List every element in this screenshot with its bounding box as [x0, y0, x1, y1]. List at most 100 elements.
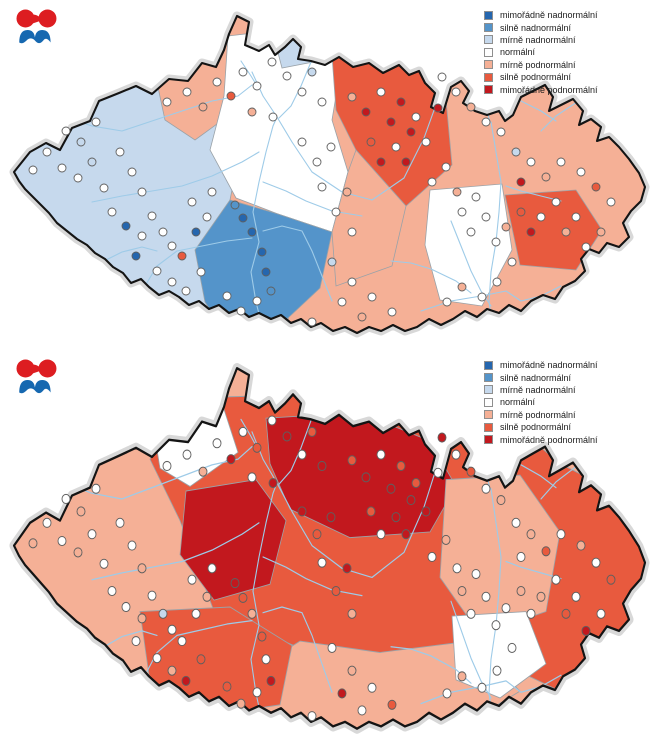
legend-swatch	[484, 410, 493, 420]
legend-swatch	[484, 360, 493, 370]
legend-label: mírně nadnormální	[500, 34, 576, 45]
legend-swatch	[484, 60, 493, 70]
station-dot	[282, 71, 292, 81]
station-dot	[202, 212, 212, 222]
station-dot	[252, 687, 262, 698]
station-dot	[516, 551, 526, 563]
station-dot	[99, 183, 109, 193]
station-dot	[477, 292, 487, 302]
station-dot	[73, 547, 83, 558]
station-dot	[591, 557, 601, 568]
station-dot	[442, 688, 452, 699]
station-dot	[516, 177, 526, 187]
station-dot	[511, 147, 521, 157]
legend-swatch	[484, 35, 493, 45]
station-dot	[182, 449, 192, 460]
logo-circle-left	[16, 9, 35, 28]
station-dot	[477, 682, 487, 693]
station-dot	[331, 586, 341, 597]
station-dot	[457, 282, 467, 292]
stations-layer	[28, 415, 616, 722]
station-dot	[541, 172, 551, 182]
station-dot	[411, 477, 421, 489]
station-dot	[396, 97, 406, 107]
station-dot	[337, 297, 347, 307]
station-dot	[257, 631, 267, 642]
legend-swatch	[484, 435, 493, 445]
station-dot	[576, 167, 586, 177]
station-dot	[376, 449, 386, 460]
chmi-logo	[16, 9, 57, 44]
station-dot	[226, 454, 236, 465]
station-dot	[421, 137, 431, 147]
station-dot	[158, 608, 168, 619]
station-dot	[162, 460, 172, 472]
station-dot	[137, 231, 147, 241]
legend-swatch	[484, 47, 493, 57]
station-dot	[147, 211, 157, 221]
station-dot	[466, 227, 476, 237]
station-dot	[556, 157, 566, 167]
station-dot	[137, 613, 147, 624]
station-dot	[326, 142, 336, 152]
river	[262, 556, 363, 597]
station-dot	[181, 675, 191, 686]
legend-label: mimořádně podnormální	[500, 434, 598, 445]
station-dot	[516, 207, 526, 217]
station-dot	[162, 97, 172, 107]
station-dot	[307, 317, 317, 327]
station-dot	[457, 207, 467, 217]
station-dot	[167, 624, 177, 635]
legend-item: mírně nadnormální	[484, 384, 598, 396]
station-dot	[222, 291, 232, 301]
legend-label: mírně podnormální	[500, 59, 576, 70]
station-dot	[507, 257, 517, 267]
station-dot	[561, 227, 571, 237]
station-dot	[247, 472, 257, 483]
station-dot	[451, 449, 461, 460]
station-dot	[115, 147, 125, 157]
legend-item: silně nadnormální	[484, 21, 598, 33]
station-dot	[491, 237, 501, 247]
station-dot	[361, 107, 371, 117]
station-dot	[437, 432, 447, 443]
station-dot	[177, 636, 187, 647]
station-dot	[312, 529, 322, 540]
station-dot	[268, 477, 278, 489]
river	[278, 419, 312, 485]
station-dot	[147, 590, 157, 601]
station-dot	[406, 127, 416, 137]
river	[505, 185, 562, 202]
station-dot	[238, 592, 248, 603]
river	[278, 61, 312, 119]
station-dot	[257, 247, 267, 257]
station-dot	[282, 431, 292, 442]
station-dot	[331, 207, 341, 217]
station-dot	[357, 312, 367, 322]
station-dot	[571, 591, 581, 602]
station-dot	[76, 137, 86, 147]
station-dot	[266, 675, 276, 686]
station-dot	[127, 167, 137, 177]
river	[262, 181, 363, 217]
station-dot	[481, 212, 491, 222]
station-dot	[230, 200, 240, 210]
legend-label: normální	[500, 47, 536, 58]
legend-item: normální	[484, 46, 598, 58]
station-dot	[252, 442, 262, 453]
station-dot	[212, 438, 222, 449]
station-dot	[376, 529, 386, 540]
river	[251, 431, 438, 579]
station-dot	[481, 591, 491, 602]
map-panel-bottom: mimořádně nadnormální silně nadnormální mí…	[0, 350, 650, 748]
station-dot	[266, 286, 276, 296]
station-dot	[347, 455, 357, 466]
station-dot	[551, 574, 561, 585]
station-dot	[131, 251, 141, 261]
station-dot	[347, 227, 357, 237]
station-dot	[297, 506, 307, 517]
station-dot	[387, 307, 397, 317]
river	[505, 560, 562, 580]
logo-wave	[19, 30, 51, 44]
station-dot	[491, 620, 501, 631]
